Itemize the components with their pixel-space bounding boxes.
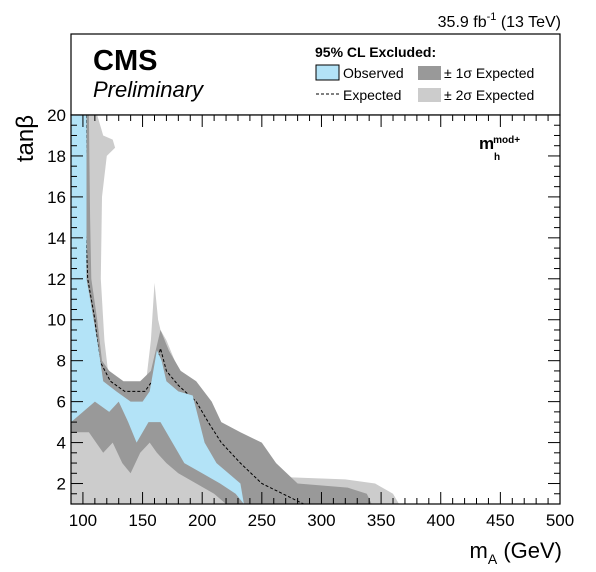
x-axis-ticks: 100 150 200 250 300 350 400 450 500: [69, 115, 574, 530]
y-tick-label: 10: [47, 311, 66, 330]
scenario-sup: mod+: [493, 135, 520, 146]
x-axis-title-unit: (GeV): [497, 538, 562, 563]
x-tick-label: 400: [427, 511, 455, 530]
legend-label-two-sigma: ± 2σ Expected: [444, 87, 534, 103]
legend-swatch-two-sigma: [418, 88, 441, 102]
legend-swatch-observed: [315, 64, 340, 81]
x-axis-title: mA (GeV): [470, 538, 562, 567]
y-axis-ticks: 2 4 6 8 10 12 14 16 18 20: [47, 106, 560, 505]
y-tick-label: 6: [57, 393, 66, 412]
exclusion-bands: [71, 115, 399, 504]
y-tick-label: 4: [57, 434, 66, 453]
y-tick-label: 20: [47, 106, 66, 125]
x-axis-title-main: m: [470, 538, 488, 563]
legend-label-expected: Expected: [343, 87, 401, 103]
y-tick-label: 14: [47, 229, 66, 248]
y-tick-label: 8: [57, 352, 66, 371]
x-tick-label: 250: [248, 511, 276, 530]
x-tick-label: 300: [307, 511, 335, 530]
luminosity-label: 35.9 fb-1 (13 TeV): [438, 11, 561, 31]
scenario-label: mmod+: [479, 134, 520, 153]
scenario-main: m: [479, 134, 494, 153]
x-tick-label: 150: [128, 511, 156, 530]
lumi-value: 35.9 fb: [438, 14, 487, 31]
y-tick-label: 2: [57, 475, 66, 494]
y-tick-label: 12: [47, 270, 66, 289]
legend-swatch-one-sigma: [418, 66, 441, 80]
lumi-exponent: -1: [487, 11, 497, 23]
x-tick-label: 450: [486, 511, 514, 530]
legend-title: 95% CL Excluded:: [315, 44, 436, 60]
y-tick-label: 18: [47, 147, 66, 166]
scenario-sub: h: [494, 152, 500, 163]
x-tick-label: 100: [69, 511, 97, 530]
legend-label-one-sigma: ± 1σ Expected: [444, 65, 534, 81]
energy-label: (13 TeV): [496, 14, 561, 31]
y-tick-label: 16: [47, 188, 66, 207]
cms-logo: CMS: [93, 45, 157, 77]
x-tick-label: 500: [546, 511, 574, 530]
x-tick-label: 350: [367, 511, 395, 530]
x-tick-label: 200: [188, 511, 216, 530]
legend-label-observed: Observed: [343, 65, 404, 81]
status-label: Preliminary: [93, 77, 205, 102]
y-axis-title: tanβ: [12, 115, 39, 162]
series-inner-2-band-lower-edge: [71, 432, 226, 504]
x-axis-title-sub: A: [488, 551, 498, 567]
